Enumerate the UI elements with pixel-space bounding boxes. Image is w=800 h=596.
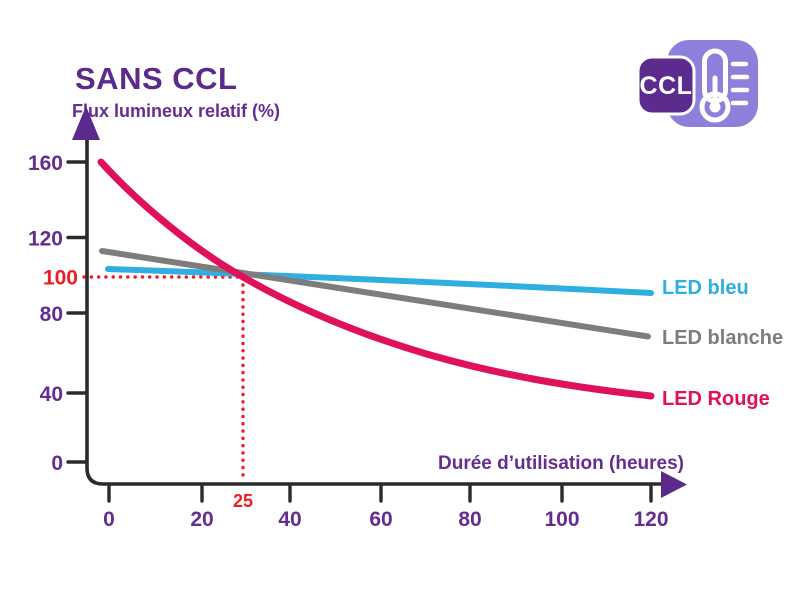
- x-tick-labels: 0 20 40 60 80 100 120 25: [103, 491, 668, 531]
- y-tick-40: 40: [40, 383, 63, 406]
- x-tick-20: 20: [190, 508, 213, 531]
- x-axis-ticks: [107, 484, 653, 503]
- reference-dotted-lines: [82, 275, 245, 482]
- x-tick-0: 0: [103, 508, 115, 531]
- legend-led-bleu: LED bleu: [662, 277, 749, 299]
- x-axis-title: Durée d’utilisation (heures): [438, 453, 684, 474]
- x-tick-100: 100: [544, 508, 579, 531]
- led-curves: [97, 158, 655, 400]
- y-tick-80: 80: [40, 303, 63, 326]
- x-reference-label-25: 25: [233, 491, 253, 511]
- y-tick-120: 120: [28, 228, 63, 251]
- axes: [66, 106, 687, 503]
- y-axis-title: Flux lumineux relatif (%): [72, 101, 280, 121]
- y-reference-label-100: 100: [43, 267, 78, 290]
- legend-led-rouge: LED Rouge: [662, 388, 770, 410]
- thermometer-icon: [699, 48, 750, 123]
- x-tick-120: 120: [633, 508, 668, 531]
- ccl-tag-label: CCL: [640, 72, 693, 100]
- page-title: SANS CCL: [75, 61, 237, 96]
- led-blanche-curve: [99, 248, 651, 340]
- x-tick-40: 40: [278, 508, 301, 531]
- led-bleu-curve: [105, 266, 654, 296]
- legend-led-blanche: LED blanche: [662, 327, 783, 349]
- y-tick-160: 160: [28, 152, 63, 175]
- x-axis-arrow-icon: [661, 471, 687, 498]
- y-axis-ticks: [66, 160, 88, 464]
- y-tick-labels: 160 120 80 40 0 100: [28, 152, 78, 475]
- y-tick-0: 0: [51, 452, 63, 475]
- x-tick-80: 80: [458, 508, 481, 531]
- x-tick-60: 60: [369, 508, 392, 531]
- ccl-tag-background: [636, 55, 696, 116]
- axis-lines: [85, 134, 665, 486]
- legend: LED bleu LED blanche LED Rouge: [662, 277, 783, 410]
- led-rouge-curve: [97, 158, 655, 400]
- y-axis-arrow-icon: [72, 106, 100, 140]
- ccl-temperature-badge: CCL: [636, 40, 758, 127]
